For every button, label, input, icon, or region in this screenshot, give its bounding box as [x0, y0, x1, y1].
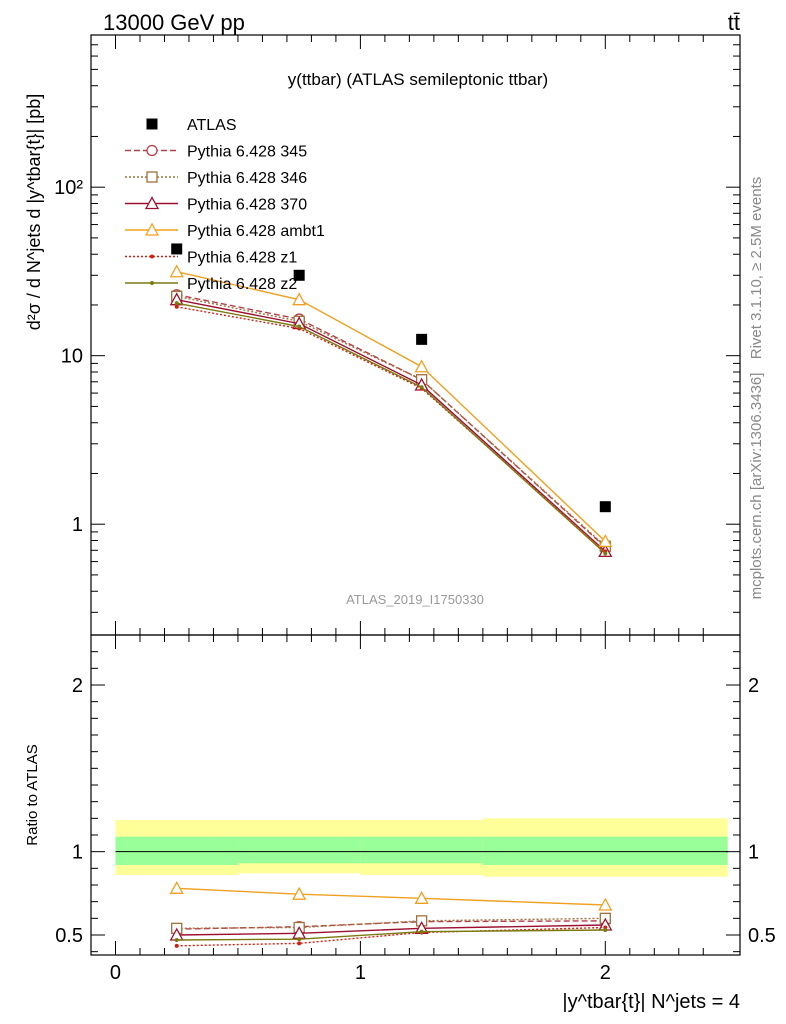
series-line: [176, 306, 606, 552]
ratio-y-tick-label: 0.5: [748, 925, 776, 947]
legend-label: Pythia 6.428 ambt1: [187, 223, 325, 240]
series-point: [414, 359, 429, 373]
main-series-group: [169, 243, 613, 557]
ratio-y-tick-label: 0.5: [55, 925, 83, 947]
analysis-watermark: ATLAS_2019_I1750330: [346, 592, 484, 607]
y-tick-label: 10²: [54, 177, 83, 199]
series-pythia-6-428-z1: [174, 304, 608, 554]
series-point: [292, 292, 307, 306]
series-pythia-6-428-ambt1: [169, 264, 613, 548]
legend-label: ATLAS: [187, 117, 237, 134]
ratio-ticks: 0.5 0.5 1 1 2 2 0 1 2: [55, 635, 776, 984]
legend: ATLAS Pythia 6.428 345 Pythia 6.428 346 Pyt…: [125, 117, 325, 293]
band-inner-segment: [115, 836, 238, 865]
series-pythia-6-428-346: [171, 290, 611, 552]
ratio-point: [292, 886, 307, 900]
ratio-y-label: Ratio to ATLAS: [24, 744, 41, 845]
ratio-line: [176, 929, 606, 941]
band-inner-segment: [360, 836, 483, 864]
ratio-panel: 0.5 0.5 1 1 2 2 0 1 2 Ratio to ATLAS |y^tbar{t}|…: [24, 634, 776, 1013]
y-tick-label: 1: [72, 514, 83, 536]
legend-label: Pythia 6.428 z2: [187, 276, 297, 293]
legend-marker: [150, 254, 154, 259]
y-axis-label: d²σ / d N^jets d |y^tbar{t}| [pb]: [24, 94, 44, 330]
series-point: [598, 534, 613, 548]
atlas-data-point: [293, 269, 305, 281]
ratio-line: [176, 924, 606, 936]
ratio-line: [176, 926, 606, 947]
legend-marker: [150, 281, 154, 285]
ratio-series-pythia-6-428-z2: [174, 928, 608, 942]
series-point: [603, 551, 608, 556]
legend-marker: [144, 196, 160, 210]
ratio-y-tick-label: 2: [748, 675, 759, 697]
ratio-point: [169, 880, 184, 894]
ratio-point: [414, 890, 429, 904]
series-line: [176, 294, 606, 548]
atlas-data-point: [599, 501, 611, 513]
series-point: [174, 304, 179, 309]
x-tick-label: 0: [110, 962, 121, 984]
main-panel: y(ttbar) (ATLAS semileptonic ttbar) ATLA…: [24, 34, 741, 636]
y-tick-label: 10: [61, 346, 83, 368]
series-point: [297, 324, 302, 329]
ratio-series-group: [169, 880, 613, 948]
legend-label: Pythia 6.428 346: [187, 170, 307, 187]
series-point: [174, 301, 179, 306]
series-line: [176, 302, 606, 555]
ratio-point: [598, 897, 613, 911]
legend-label: Pythia 6.428 345: [187, 144, 307, 161]
ratio-point: [297, 937, 302, 942]
atlas-data-point: [171, 243, 183, 255]
series-line: [176, 295, 606, 547]
series-atlas: [171, 243, 611, 513]
ratio-point: [603, 928, 608, 932]
ratio-line: [176, 887, 606, 906]
series-line: [176, 298, 606, 552]
ratio-series-pythia-6-428-ambt1: [169, 880, 613, 911]
ratio-y-tick-label: 1: [748, 842, 759, 864]
ratio-y-tick-label: 2: [72, 675, 83, 697]
ratio-point: [297, 941, 302, 946]
ratio-y-tick-label: 1: [72, 842, 83, 864]
ratio-point: [174, 943, 179, 948]
atlas-data-point: [416, 333, 428, 345]
legend-marker-atlas: [146, 118, 158, 130]
ratio-line: [176, 917, 606, 930]
uncertainty-band: [115, 818, 728, 877]
x-tick-label: 2: [600, 962, 611, 984]
x-tick-label: 1: [355, 962, 366, 984]
chart-title: y(ttbar) (ATLAS semileptonic ttbar): [288, 70, 548, 89]
x-axis-label: |y^tbar{t}| N^jets = 4: [562, 991, 740, 1013]
series-point: [169, 264, 184, 278]
rivet-version-label: Rivet 3.1.10, ≥ 2.5M events: [748, 177, 765, 360]
series-pythia-6-428-370: [169, 292, 613, 557]
source-label: mcplots.cern.ch [arXiv:1306.3436]: [748, 373, 765, 600]
band-inner-segment: [482, 836, 728, 865]
series-point: [419, 385, 424, 390]
ratio-point: [419, 929, 424, 934]
legend-label: Pythia 6.428 z1: [187, 250, 297, 267]
series-pythia-6-428-z2: [174, 301, 608, 556]
header-energy-label: 13000 GeV pp: [103, 10, 245, 35]
main-ticks: 1 10 10²: [54, 34, 740, 635]
ratio-line: [176, 920, 606, 930]
ratio-point: [174, 938, 179, 942]
legend-marker: [146, 171, 158, 183]
legend-label: Pythia 6.428 370: [187, 197, 307, 214]
legend-marker: [144, 222, 160, 236]
ratio-frame: [90, 634, 741, 956]
legend-marker: [146, 144, 158, 157]
series-line: [176, 271, 606, 542]
header-process-label: tt̄: [728, 10, 740, 35]
band-inner-segment: [237, 836, 361, 864]
ratio-series-pythia-6-428-z1: [174, 925, 608, 948]
series-pythia-6-428-345: [171, 289, 611, 553]
